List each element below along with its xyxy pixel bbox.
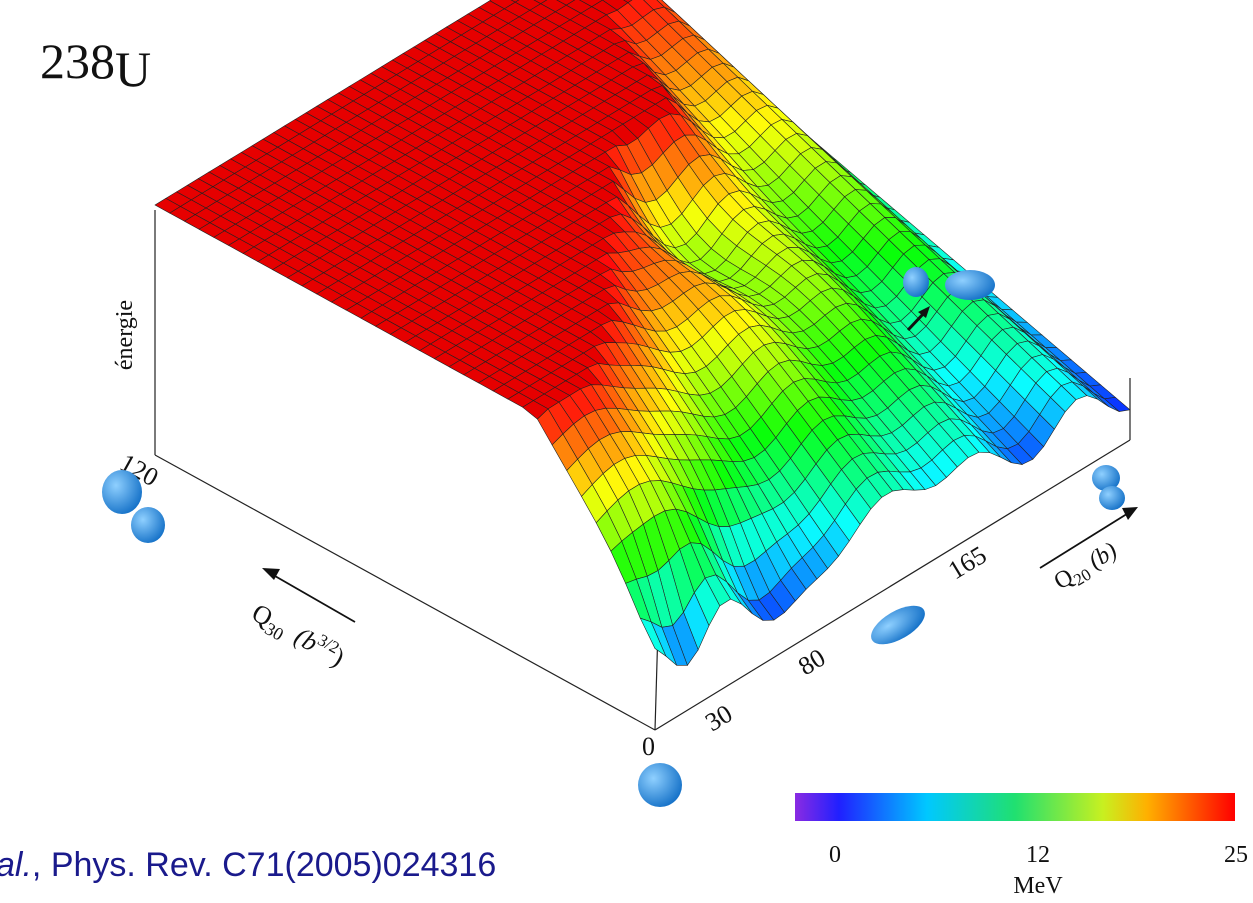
colorbar-tick-label: 12 xyxy=(1026,842,1050,868)
svg-text:Q20(b): Q20(b) xyxy=(1050,538,1124,599)
q30-arrowhead xyxy=(262,568,280,580)
q20-arrow xyxy=(1039,511,1131,569)
colorbar-tick-label: 25 xyxy=(1224,842,1248,868)
surface-cell xyxy=(533,0,548,5)
energy-surface xyxy=(154,0,1131,666)
reference: al., Phys. Rev. C71(2005)024316 xyxy=(0,846,496,884)
q30-arrow xyxy=(267,571,356,623)
svg-text:Q30(b3/2): Q30 (b3/2) xyxy=(245,596,350,676)
nucleus-shapes xyxy=(102,267,1125,807)
colorbar-unit: MeV xyxy=(1013,873,1063,899)
colorbar-tick-label: 0 xyxy=(829,842,841,868)
q20-tick-label: 80 xyxy=(793,643,830,681)
colorbar xyxy=(795,793,1235,821)
q20-arrowhead xyxy=(1122,507,1138,520)
title: 238U xyxy=(40,33,151,97)
surface-cell xyxy=(623,0,633,4)
q20-axis-label: Q20(b) xyxy=(1050,538,1124,599)
surface-cell xyxy=(639,617,667,657)
q20-tick-label: 30 xyxy=(700,699,737,737)
energy-axis-label: énergie xyxy=(112,300,138,370)
q20-tick-label: 0 xyxy=(642,732,655,761)
q30-axis-label: Q30 (b3/2) xyxy=(245,596,350,676)
surface-cell xyxy=(510,0,520,3)
q20-tick-label: 165 xyxy=(943,540,991,585)
